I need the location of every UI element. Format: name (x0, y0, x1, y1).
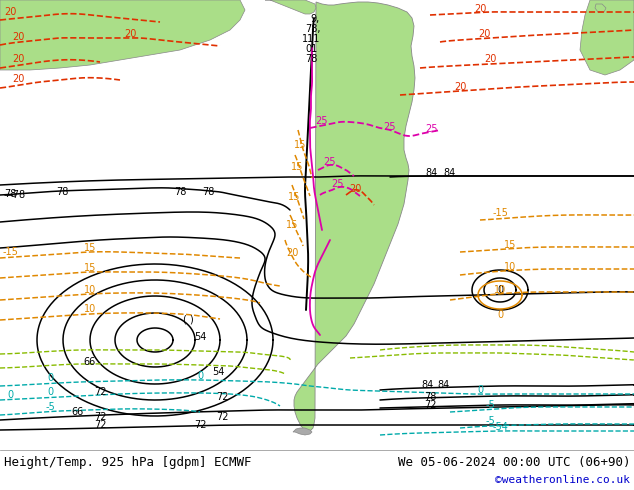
Text: 72: 72 (94, 387, 107, 397)
Text: 9,: 9, (311, 14, 320, 24)
Text: -15: -15 (2, 247, 18, 257)
Text: 25: 25 (316, 116, 328, 126)
Text: 78: 78 (174, 187, 186, 197)
Text: 84: 84 (422, 380, 434, 390)
Text: 20: 20 (12, 74, 24, 84)
Text: 0: 0 (497, 310, 503, 320)
Text: 54: 54 (194, 332, 206, 342)
Text: 72: 72 (216, 392, 228, 402)
Polygon shape (265, 0, 316, 14)
Text: 01: 01 (305, 44, 317, 54)
Text: 20: 20 (478, 29, 490, 39)
Text: -54: -54 (492, 422, 508, 432)
Text: Height/Temp. 925 hPa [gdpm] ECMWF: Height/Temp. 925 hPa [gdpm] ECMWF (4, 456, 252, 468)
Text: 10: 10 (84, 304, 96, 314)
Text: 15: 15 (504, 240, 516, 250)
Polygon shape (0, 0, 245, 70)
Text: 10: 10 (494, 285, 506, 295)
Text: 25: 25 (324, 157, 336, 167)
Text: 72: 72 (424, 400, 436, 410)
Text: -15: -15 (492, 208, 508, 218)
Text: 25: 25 (332, 179, 344, 189)
Text: 84: 84 (444, 168, 456, 178)
Text: 15: 15 (84, 243, 96, 253)
Text: ©weatheronline.co.uk: ©weatheronline.co.uk (495, 475, 630, 485)
Text: 20: 20 (454, 82, 466, 92)
Text: 72: 72 (94, 420, 107, 430)
Text: 72: 72 (94, 412, 107, 422)
Text: -5: -5 (485, 400, 495, 410)
Text: 15: 15 (291, 162, 303, 172)
Text: 25: 25 (426, 124, 438, 134)
Text: 20: 20 (484, 54, 496, 64)
Text: 0: 0 (47, 387, 53, 397)
Text: 20: 20 (4, 7, 16, 17)
Polygon shape (595, 4, 606, 12)
Text: 0: 0 (497, 285, 503, 295)
Text: 78: 78 (4, 189, 16, 199)
Text: -5: -5 (45, 402, 55, 412)
Text: 72: 72 (194, 420, 206, 430)
Text: We 05-06-2024 00:00 UTC (06+90): We 05-06-2024 00:00 UTC (06+90) (398, 456, 630, 468)
Text: 111: 111 (302, 34, 320, 44)
Polygon shape (293, 428, 312, 435)
Polygon shape (294, 2, 415, 432)
Text: 15: 15 (286, 220, 298, 230)
Text: 84: 84 (426, 168, 438, 178)
Text: 20: 20 (124, 29, 136, 39)
Text: 84: 84 (438, 380, 450, 390)
Text: 20: 20 (474, 4, 486, 14)
Text: 78: 78 (56, 187, 68, 197)
Text: 20: 20 (12, 54, 24, 64)
Text: 15: 15 (84, 263, 96, 273)
Text: 78: 78 (305, 54, 317, 64)
Text: 0: 0 (47, 373, 53, 383)
Text: 78: 78 (424, 392, 436, 402)
Text: 66: 66 (84, 357, 96, 367)
Text: 25: 25 (384, 122, 396, 132)
Text: —78: —78 (4, 190, 26, 200)
Text: 0: 0 (7, 390, 13, 400)
Text: 0: 0 (197, 371, 203, 381)
Text: ( ): ( ) (183, 314, 193, 324)
Polygon shape (580, 0, 634, 75)
Text: 54: 54 (212, 367, 224, 377)
Text: 72: 72 (216, 412, 228, 422)
Text: 15: 15 (288, 192, 300, 202)
Text: -5: -5 (485, 416, 495, 426)
Text: 10: 10 (84, 285, 96, 295)
Text: 78,: 78, (305, 24, 321, 34)
Text: 10: 10 (504, 262, 516, 272)
Text: 78: 78 (202, 187, 214, 197)
Text: 20: 20 (286, 248, 298, 258)
Text: 66: 66 (72, 407, 84, 417)
Text: 0: 0 (477, 385, 483, 395)
Text: 15: 15 (294, 140, 306, 150)
Text: 20: 20 (12, 32, 24, 42)
Text: 20: 20 (349, 184, 361, 194)
